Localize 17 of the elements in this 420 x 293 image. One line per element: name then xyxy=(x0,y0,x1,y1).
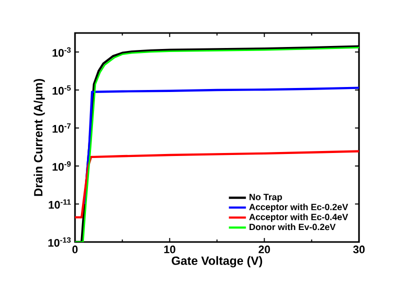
y-tick-label: 10$^{-7}$ xyxy=(52,123,71,133)
y-tick-label: 10$^{-13}$ xyxy=(48,237,71,247)
legend-label: No Trap xyxy=(250,194,282,202)
y-tick-label: 10$^{-9}$ xyxy=(52,161,71,171)
x-tick-label: 30 xyxy=(353,246,365,254)
line-series xyxy=(83,86,359,206)
y-tick-label: 10$^{-11}$ xyxy=(48,199,71,209)
x-tick-label: 0 xyxy=(72,246,78,254)
x-axis-title: Gate Voltage (V) xyxy=(172,256,262,268)
legend-label: Acceptor with Ec-0.2eV xyxy=(249,204,348,212)
x-tick-label: 10 xyxy=(164,246,176,254)
x-tick-label: 20 xyxy=(258,246,270,254)
legend-label: Acceptor with Ec-0.4eV xyxy=(249,214,348,222)
y-tick-label: 10$^{-5}$ xyxy=(52,85,71,95)
y-axis-title: Drain Current (A/μm) xyxy=(34,78,45,196)
y-tick-label: 10$^{-3}$ xyxy=(52,47,71,57)
legend-label: Donor with Ev-0.2eV xyxy=(250,224,336,230)
